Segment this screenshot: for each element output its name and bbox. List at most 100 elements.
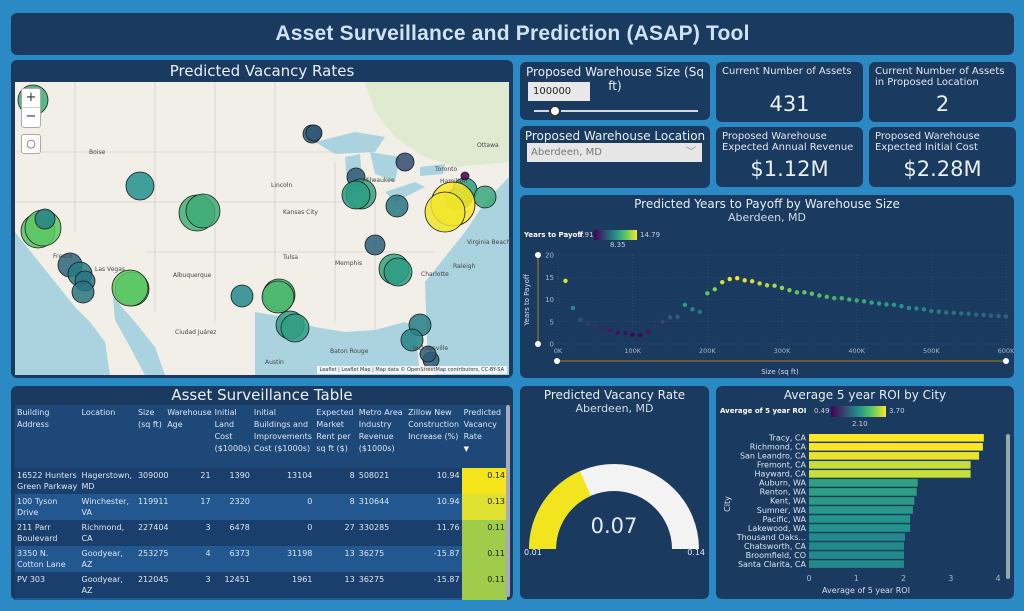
card-label: Proposed Warehouse Expected Initial Cost	[875, 131, 980, 153]
lake-superior	[315, 132, 385, 154]
y-tick-label: 10	[545, 296, 554, 304]
category-label: Tracy, CA	[768, 434, 807, 443]
table-row[interactable]: 3350 N. Cotton Lane Goodyear, AZ 253275 4 63…	[15, 546, 507, 572]
category-label: Richmond, CA	[750, 443, 807, 452]
roi-bar-panel: Average 5 year ROI by City Average of 5 …	[716, 386, 1014, 599]
column-header[interactable]: Initial Land Cost ($1000s)	[212, 405, 252, 468]
sort-desc-icon[interactable]: ▼	[463, 445, 469, 453]
column-header[interactable]: Location	[79, 405, 136, 468]
column-header[interactable]: Size (sq ft)	[135, 405, 166, 468]
x-slider-handle-right[interactable]	[1003, 358, 1009, 364]
scatter-legend-gradient	[594, 230, 637, 240]
scatter-subtitle: Aberdeen, MD	[727, 211, 807, 224]
x-slider-handle-left[interactable]	[554, 358, 560, 364]
map-city-label: Virginia Beach	[467, 239, 509, 246]
scatter-point	[869, 300, 874, 305]
table-row[interactable]: PV 303 Goodyear, AZ 212045 3 12451 1961 13 3627…	[15, 572, 507, 598]
table-cell: 4580 N. Pebble Creek Parkway	[15, 598, 80, 600]
map-city-label: Charlotte	[421, 271, 449, 278]
category-label: Thousand Oaks...	[736, 533, 806, 542]
column-header[interactable]: Zillow New Construction Increase (%)	[406, 405, 462, 468]
table-cell: 10.94	[406, 468, 462, 494]
map-svg	[15, 82, 509, 375]
scatter-point	[973, 312, 979, 317]
table-scrollbar[interactable]	[506, 405, 510, 597]
bar-legend-gradient	[831, 406, 886, 417]
gauge-max-label: 0.14	[687, 548, 705, 557]
zoom-in-button[interactable]: +	[22, 89, 40, 108]
category-label: Santa Clarita, CA	[738, 560, 807, 569]
x-tick-label: 400K	[848, 347, 865, 355]
table-cell: 0.14	[461, 468, 507, 494]
table-row[interactable]: 211 Parr Boulevard Richmond, CA 227404 3 647…	[15, 520, 507, 546]
scatter-point	[623, 330, 628, 336]
scatter-point	[861, 299, 867, 304]
map-bubble	[473, 185, 497, 209]
table-row[interactable]: 100 Tyson Drive Winchester, VA 119911 17 232…	[15, 494, 507, 520]
category-label: Lakewood, WA	[748, 524, 807, 533]
table-row[interactable]: 16522 Hunters Green Parkway Hagerstown, M…	[15, 468, 507, 494]
bar	[809, 443, 983, 451]
table-cell: Goodyear, AZ	[79, 546, 136, 572]
table-cell: 0	[251, 520, 315, 546]
column-header-label: Predicted Vacancy Rate	[463, 408, 502, 441]
size-input[interactable]: 100000	[528, 82, 590, 101]
y-slider-handle-bottom[interactable]	[535, 341, 541, 347]
card-assets-in-location: Current Number of Assets in Proposed Loc…	[869, 62, 1016, 122]
scatter-point	[921, 307, 927, 312]
map-bubble	[71, 280, 95, 304]
column-header[interactable]: Metro Area Industry Revenue ($1000s)	[356, 405, 407, 468]
table-cell: 17	[165, 494, 213, 520]
map-attribution[interactable]: Leaflet | Leaflet Map | Map data © OpenS…	[316, 366, 507, 374]
table-cell: 36275	[356, 546, 407, 572]
atlantic-ocean	[425, 177, 509, 375]
x-tick-label: 2	[901, 574, 906, 583]
bar	[809, 560, 904, 568]
x-tick-label: 0K	[554, 347, 563, 355]
table-cell: 13104	[251, 468, 315, 494]
gauge-fill	[529, 471, 591, 549]
table-cell: 8	[314, 468, 357, 494]
x-tick-label: 300K	[774, 347, 791, 355]
column-header[interactable]: Building Address	[15, 405, 80, 468]
map-bubble	[280, 313, 310, 343]
map-canvas[interactable]: + − ○ Boise Lincoln Kansas City Tulsa Memphi…	[15, 82, 509, 375]
card-initial-cost: Proposed Warehouse Expected Initial Cost…	[869, 127, 1016, 187]
pacific-ocean	[15, 232, 110, 375]
bar	[809, 515, 911, 523]
map-bubble	[185, 193, 221, 229]
table-cell: 310644	[356, 494, 407, 520]
map-city-label: Kansas City	[283, 209, 318, 216]
scatter-point	[727, 276, 732, 282]
table-cell: 21	[165, 468, 213, 494]
column-header[interactable]: Expected Market Rent per sq ft ($)	[314, 405, 357, 468]
map-city-label: Milwaukee	[363, 177, 395, 184]
table-cell: Hagerstown, MD	[79, 468, 136, 494]
map-search-icon[interactable]: ○	[21, 134, 41, 154]
location-dropdown[interactable]: Aberdeen, MD ﹀	[527, 143, 702, 162]
table-cell: 0	[251, 494, 315, 520]
table-row[interactable]: 4580 N. Pebble Creek ParkwayGoodyear, AZ…	[15, 598, 507, 600]
table-cell: 3	[165, 520, 213, 546]
column-header[interactable]: Initial Buildings and Improvements Cost …	[251, 405, 315, 468]
header-bar: Asset Surveillance and Prediction (ASAP)…	[11, 13, 1014, 55]
column-header[interactable]: Warehouse Age	[165, 405, 213, 468]
column-header[interactable]: Predicted Vacancy Rate ▼	[461, 405, 507, 468]
bar	[809, 452, 980, 460]
bar-scrollbar[interactable]	[1006, 434, 1010, 579]
map-bubble	[419, 345, 437, 363]
zoom-out-button[interactable]: −	[25, 109, 37, 124]
y-slider-handle-top[interactable]	[535, 252, 541, 258]
size-slider-handle[interactable]	[549, 105, 562, 117]
scatter-point	[906, 305, 912, 311]
size-slider-track[interactable]	[534, 110, 698, 112]
bar	[809, 479, 918, 487]
table-cell: 10.94	[406, 494, 462, 520]
bar	[809, 551, 904, 559]
scatter-point	[809, 291, 815, 296]
scatter-point	[802, 290, 807, 295]
table-cell: 13	[314, 546, 357, 572]
table-cell: 0.13	[461, 494, 507, 520]
table-cell: 12451	[212, 572, 252, 598]
bar-legend-mid: 2.10	[852, 420, 868, 428]
